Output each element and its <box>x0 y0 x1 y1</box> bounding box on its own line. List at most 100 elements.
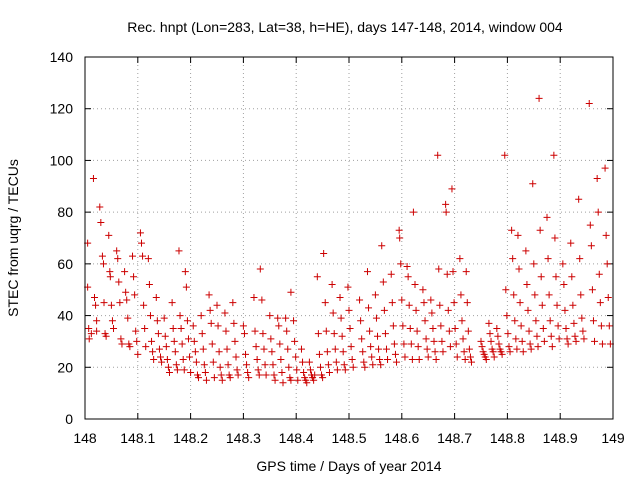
data-point <box>413 327 421 335</box>
data-point <box>267 335 275 343</box>
data-point <box>514 231 522 239</box>
data-point <box>232 353 240 361</box>
data-point <box>423 345 431 353</box>
data-point <box>515 265 523 273</box>
data-point <box>405 301 413 309</box>
data-point <box>213 301 221 309</box>
data-point <box>535 94 543 102</box>
data-point <box>422 335 430 343</box>
data-point <box>453 353 461 361</box>
data-point <box>291 337 299 345</box>
x-tick-label: 148 <box>73 430 97 446</box>
data-point <box>577 291 585 299</box>
data-point <box>552 273 560 281</box>
data-point <box>221 309 229 317</box>
data-point <box>365 304 373 312</box>
data-point <box>130 273 138 281</box>
data-point <box>495 340 503 348</box>
data-point <box>274 314 282 322</box>
data-point <box>169 325 177 332</box>
y-tick-label: 0 <box>65 411 73 427</box>
data-point <box>117 335 125 343</box>
data-point <box>526 340 534 348</box>
data-point <box>179 356 187 364</box>
data-point <box>466 353 474 361</box>
data-point <box>560 281 568 289</box>
data-point <box>244 368 252 376</box>
data-point <box>489 348 497 356</box>
data-point <box>509 255 517 263</box>
data-point <box>136 229 144 237</box>
data-point <box>524 306 532 314</box>
data-point <box>207 319 215 327</box>
data-point <box>115 278 123 286</box>
data-point <box>522 247 530 255</box>
data-point <box>202 376 210 384</box>
data-point <box>387 270 395 278</box>
data-point <box>456 255 464 263</box>
data-point <box>122 288 130 296</box>
data-point <box>398 296 406 304</box>
data-point <box>205 291 213 299</box>
data-point <box>250 293 258 301</box>
data-point <box>428 309 436 317</box>
data-point <box>381 330 389 338</box>
data-point <box>182 283 190 291</box>
data-point <box>537 273 545 281</box>
data-point <box>218 376 226 384</box>
data-point <box>404 273 412 281</box>
data-point <box>443 270 451 278</box>
data-point <box>597 322 605 330</box>
data-point <box>358 335 366 343</box>
data-point <box>328 281 336 289</box>
data-point <box>536 226 544 234</box>
data-point <box>287 376 295 384</box>
data-point <box>192 358 200 366</box>
data-point <box>223 345 231 353</box>
data-point <box>589 317 597 325</box>
data-point <box>502 286 510 294</box>
data-point <box>407 340 415 348</box>
data-point <box>178 340 186 348</box>
data-point <box>233 366 241 374</box>
data-point <box>533 332 541 340</box>
data-point <box>409 208 417 216</box>
y-tick-label: 140 <box>50 49 74 65</box>
data-point <box>108 317 116 325</box>
data-point <box>116 299 124 307</box>
data-point <box>333 366 341 374</box>
x-tick-label: 148.2 <box>173 430 208 446</box>
data-point <box>164 363 172 371</box>
data-point <box>534 343 542 351</box>
data-point <box>89 175 97 183</box>
data-point <box>332 358 340 366</box>
data-point <box>189 322 197 330</box>
data-point <box>134 350 142 358</box>
data-point <box>276 340 284 348</box>
data-point <box>240 330 248 338</box>
y-tick-label: 40 <box>57 308 73 324</box>
data-point <box>176 312 184 320</box>
data-point <box>444 306 452 314</box>
data-point <box>391 350 399 358</box>
data-point <box>162 343 170 351</box>
x-tick-label: 149 <box>601 430 625 446</box>
data-point <box>508 226 516 234</box>
data-point <box>436 301 444 309</box>
data-point <box>501 151 509 159</box>
data-point <box>195 374 203 382</box>
data-point <box>486 330 494 338</box>
data-point <box>287 288 295 296</box>
data-point <box>262 371 270 379</box>
data-point <box>525 327 533 335</box>
data-point <box>297 345 305 353</box>
data-point <box>540 337 548 345</box>
data-point <box>242 350 250 358</box>
data-point <box>300 368 308 376</box>
data-point <box>337 314 345 322</box>
y-tick-label: 60 <box>57 256 73 272</box>
data-point <box>113 247 121 255</box>
data-point <box>439 348 447 356</box>
data-point <box>359 348 367 356</box>
